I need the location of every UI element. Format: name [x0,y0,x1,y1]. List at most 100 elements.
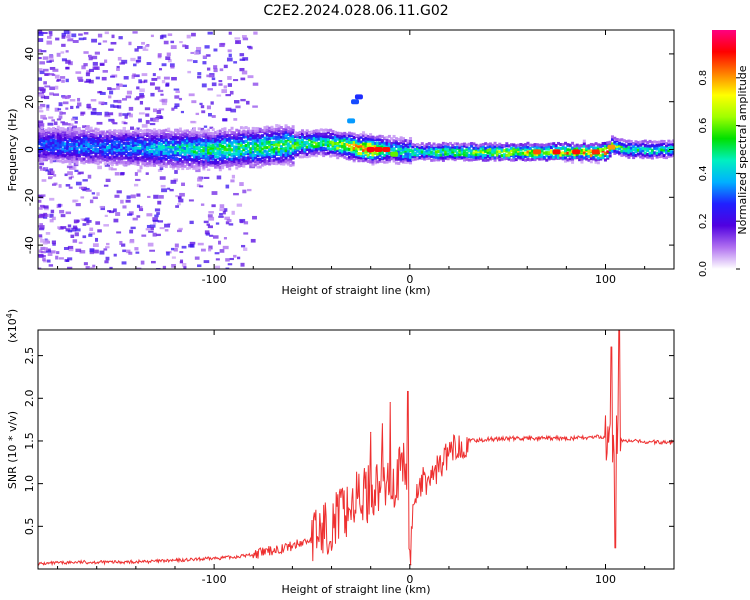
spectrogram-cell [38,106,43,110]
spectrogram-cell [394,137,398,141]
spectrogram-cell [207,162,211,166]
spectrogram-cell [479,156,483,160]
spectrogram-cell [63,30,70,35]
spectrogram-cell [303,135,307,139]
spectrogram-cell [214,131,218,135]
spectrogram-cell [138,133,142,137]
spectrogram-cell [632,148,636,152]
spectrogram-cell [460,142,464,146]
spectrogram-cell [502,144,506,148]
spectrogram-cell [265,133,269,137]
spectrogram-cell [219,213,223,216]
spectrogram-cell [545,143,549,147]
spectrogram-cell [72,199,79,203]
spectrogram-cell [91,55,98,60]
spectrogram-cell [94,158,98,162]
spectrogram-cell [153,128,157,132]
spectrogram-cell [331,153,335,157]
spectrogram-cell [317,137,321,141]
spectrogram-cell [305,152,309,156]
spectrogram-cell [397,137,401,141]
spectrogram-cell [350,134,354,138]
spectrogram-cell [364,142,368,146]
spectrogram-cell [343,138,347,142]
spectrogram-cell [73,139,77,143]
spectrogram-cell [75,159,79,163]
spectrogram-cell [648,151,652,155]
spectrogram-cell [171,164,175,168]
spectrogram-cell [418,143,422,147]
spectrogram-cell [458,155,462,159]
spectrogram-cell [298,130,302,134]
spectrogram-cell [127,131,131,135]
spectrogram-cell [161,34,167,38]
spectrogram-cell [160,164,164,168]
spectrogram-cell [458,146,462,150]
spectrogram-cell [138,146,142,150]
spectrogram-cell [143,143,147,147]
spectrogram-cell [507,144,511,148]
spectrogram-cell [664,148,668,152]
spectrogram-cell [200,130,204,134]
spectrogram-cell [38,132,41,136]
spectrogram-cell [371,140,375,144]
spectrogram-cell [343,134,347,138]
spectrogram-cell [615,146,619,150]
spectrogram-cell [242,156,246,160]
spectrogram-cell [359,152,363,156]
spectrogram-cell [106,142,110,146]
spectrogram-cell [87,129,91,133]
spectrogram-cell [160,142,164,146]
spectrogram-cell [38,129,41,133]
spectrogram-cell [174,170,178,174]
spectrogram-cell [143,158,147,162]
spectrogram-cell [270,130,274,134]
spectrogram-cell [103,138,107,142]
spectrogram-cell [446,152,450,156]
spectrogram-cell [44,239,50,244]
spectrogram-cell [493,158,497,162]
spectrogram-cell [434,147,438,151]
spectrogram-cell [92,137,96,141]
spectrogram-cell [275,159,279,163]
spectrogram-cell [202,165,206,169]
spectrogram-cell [632,142,636,146]
spectrogram-cell [218,135,222,139]
spectrogram-cell [214,151,218,155]
spectrogram-cell [103,134,107,138]
spectrogram-cell [94,161,98,165]
spectrogram-cell [409,161,413,165]
spectrogram-cell [56,79,60,82]
spectrogram-cell [432,142,436,146]
spectrogram-cell [618,147,622,151]
colorbar-tick-label: 0.6 [698,118,709,134]
spectrogram-cell [38,120,44,124]
spectrogram-cell [122,129,126,133]
spectrogram-cell [82,223,87,226]
spectrogram-cell [70,132,74,136]
spectrogram-cell [657,147,661,151]
spectrogram-cell [239,130,243,134]
spectrogram-cell [153,150,157,154]
spectrogram-cell [195,168,201,173]
spectrogram-cell [660,139,664,143]
spectrogram-cell [82,134,86,138]
spectrogram-cell [627,150,631,154]
spectrogram-cell [94,144,98,148]
spectrogram-cell [127,129,131,133]
spectrogram-cell [216,133,220,137]
spectrogram-cell [538,147,542,151]
spectrogram-cell [188,130,192,134]
spectrogram-cell [157,200,162,205]
spectrogram-cell [237,141,241,145]
spectrogram-cell [61,153,65,157]
spectrogram-cell [145,44,150,48]
spectrogram-cell [326,151,330,155]
spectrogram-cell [167,129,171,133]
snr-y-tick-label: 2.5 [23,347,36,365]
spectrogram-cell [406,152,410,156]
spectrogram-cell [202,167,206,171]
spectrogram-cell [176,146,180,150]
spectrogram-cell [343,142,347,146]
spectrogram-cell [59,139,63,143]
